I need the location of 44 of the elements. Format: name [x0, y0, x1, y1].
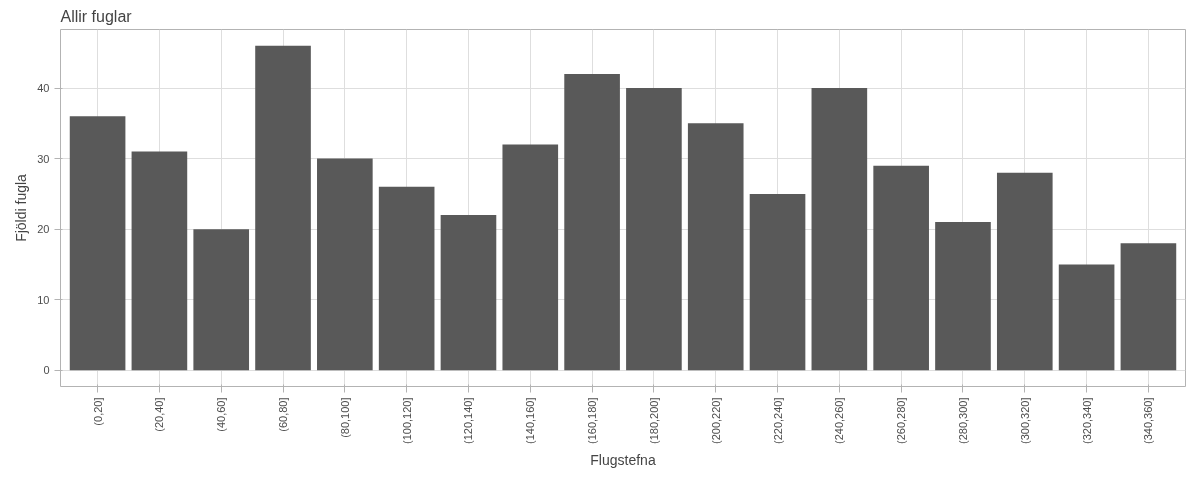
bar	[1120, 243, 1177, 371]
x-tick-label: (320,340]	[1080, 397, 1093, 444]
x-tick-label: (180,200]	[647, 397, 660, 444]
x-tick-label: (60,80]	[277, 397, 290, 432]
x-tick-label: (160,180]	[586, 397, 599, 444]
y-tick-label: 20	[37, 223, 50, 236]
x-tick-label: (140,160]	[524, 397, 537, 444]
x-tick-label: (100,120]	[400, 397, 413, 444]
bar	[811, 88, 868, 371]
x-tick-label: (280,300]	[956, 397, 969, 444]
bar	[440, 215, 497, 371]
bar	[564, 73, 620, 371]
bar	[317, 158, 373, 371]
x-tick-label: (240,260]	[833, 397, 846, 444]
bar	[873, 165, 929, 371]
x-tick-label: (20,40]	[153, 397, 166, 432]
bar	[749, 193, 806, 371]
bar	[996, 172, 1053, 371]
bar	[626, 88, 682, 371]
y-axis-title: Fjöldi fugla	[13, 173, 30, 242]
x-tick-label: (40,60]	[215, 397, 228, 432]
y-tick-label: 0	[43, 364, 50, 377]
bar	[1058, 264, 1115, 371]
bar	[378, 186, 435, 371]
chart-title: Allir fuglar	[60, 7, 133, 25]
bar	[935, 222, 991, 371]
y-tick-label: 10	[37, 293, 50, 306]
x-tick-label: (200,220]	[709, 397, 722, 444]
y-tick-label: 30	[37, 152, 50, 165]
x-tick-label: (120,140]	[462, 397, 475, 444]
bar	[193, 229, 250, 371]
bar	[255, 45, 311, 371]
x-tick-label: (220,240]	[771, 397, 784, 444]
x-tick-label: (340,360]	[1142, 397, 1155, 444]
x-tick-label: (0,20]	[91, 397, 104, 426]
bar	[131, 151, 188, 371]
bar	[69, 116, 126, 371]
x-tick-label: (300,320]	[1018, 397, 1031, 444]
x-tick-label: (80,100]	[338, 397, 351, 438]
y-tick-label: 40	[37, 82, 50, 95]
x-tick-label: (260,280]	[895, 397, 908, 444]
bar	[502, 144, 559, 371]
bar	[687, 123, 744, 371]
x-axis-title: Flugstefna	[590, 451, 656, 468]
